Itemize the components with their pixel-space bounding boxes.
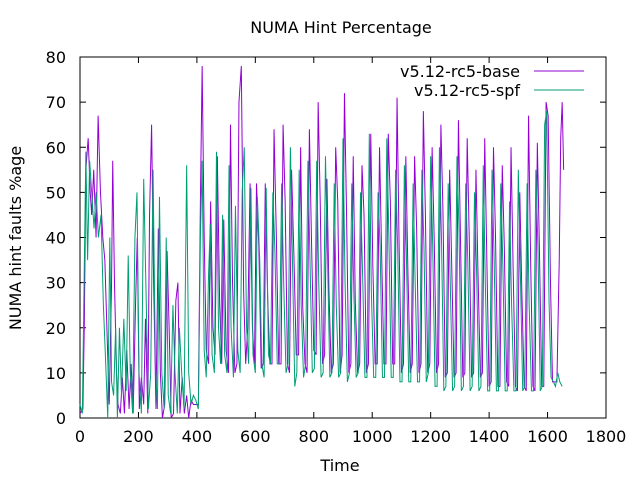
y-tick-label: 30 bbox=[46, 274, 66, 293]
series-line-2 bbox=[79, 111, 563, 419]
y-tick-label: 50 bbox=[46, 183, 66, 202]
y-tick-label: 40 bbox=[46, 229, 66, 248]
x-tick-label: 600 bbox=[240, 427, 271, 446]
x-axis-label: Time bbox=[319, 456, 359, 475]
x-tick-label: 400 bbox=[182, 427, 213, 446]
x-tick-label: 1800 bbox=[586, 427, 627, 446]
legend-label-1: v5.12-rc5-base bbox=[400, 62, 520, 81]
chart-title: NUMA Hint Percentage bbox=[250, 18, 432, 37]
x-tick-label: 200 bbox=[123, 427, 154, 446]
series-line-1 bbox=[79, 65, 565, 419]
x-tick-label: 1200 bbox=[410, 427, 451, 446]
x-tick-label: 0 bbox=[75, 427, 85, 446]
x-tick-label: 800 bbox=[299, 427, 330, 446]
y-axis: 0 10 20 30 40 50 60 70 80 bbox=[46, 48, 606, 428]
y-tick-label: 60 bbox=[46, 138, 66, 157]
series-group bbox=[79, 65, 565, 419]
y-tick-label: 0 bbox=[56, 409, 66, 428]
y-tick-label: 70 bbox=[46, 93, 66, 112]
y-tick-label: 80 bbox=[46, 48, 66, 67]
y-tick-label: 10 bbox=[46, 364, 66, 383]
y-tick-label: 20 bbox=[46, 319, 66, 338]
x-tick-label: 1000 bbox=[352, 427, 393, 446]
legend-label-2: v5.12-rc5-spf bbox=[414, 81, 520, 100]
x-tick-label: 1600 bbox=[527, 427, 568, 446]
x-axis: 0 200 400 600 800 1000 1200 1400 1600 1800 bbox=[75, 57, 626, 446]
y-axis-label: NUMA hint faults %age bbox=[6, 146, 25, 330]
x-tick-label: 1400 bbox=[469, 427, 510, 446]
